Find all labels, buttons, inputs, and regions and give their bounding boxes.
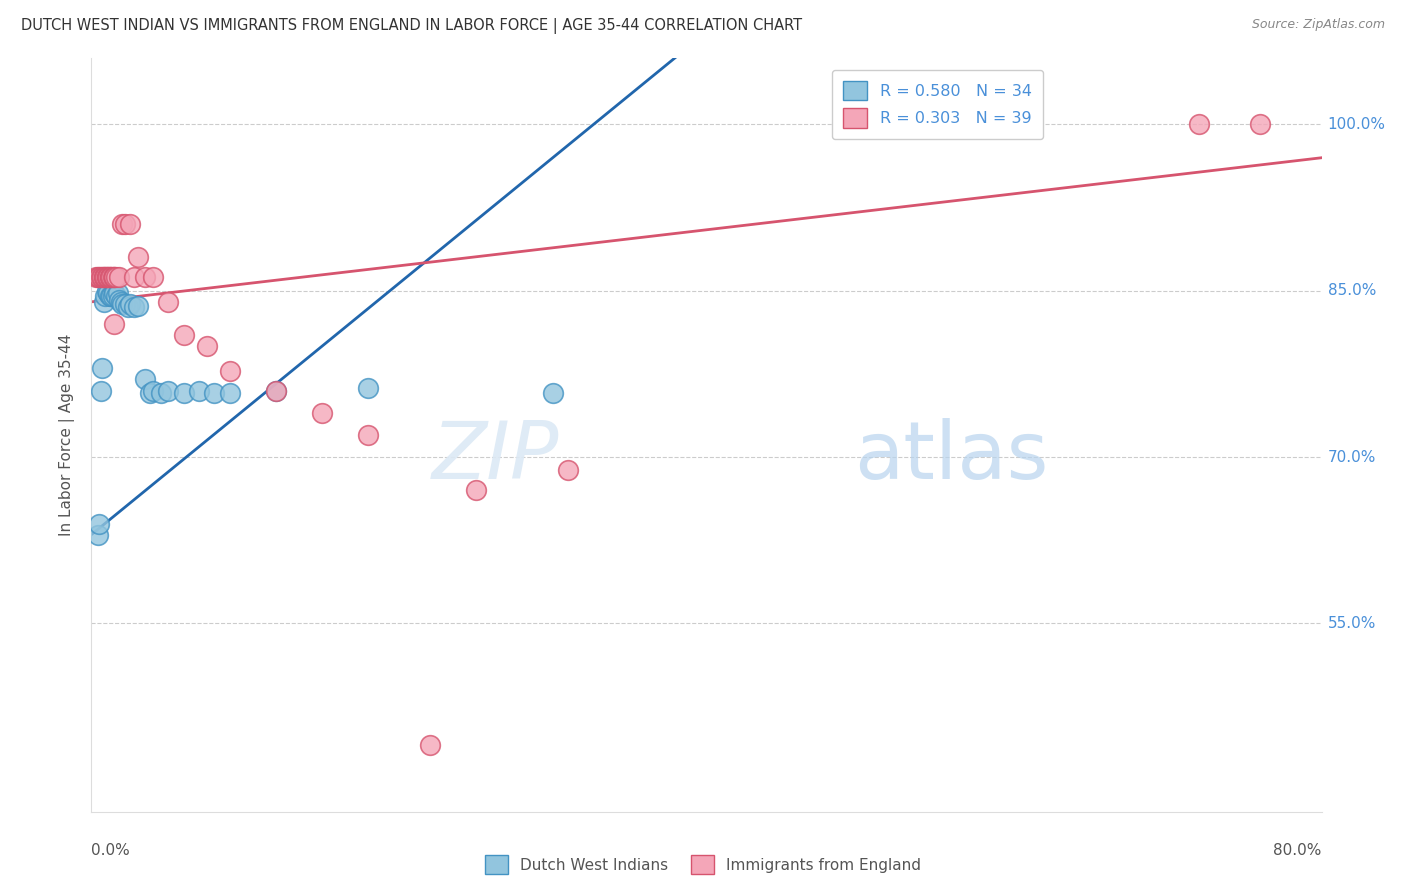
Point [357,381,380,395]
Point [157,384,180,398]
Point [134,372,156,386]
Text: 85.0%: 85.0% [1327,284,1376,298]
Point [202,385,225,400]
Point [311,406,333,420]
Point [264,384,287,398]
Point [111,297,134,311]
Point [93,270,115,285]
Text: 70.0%: 70.0% [1327,450,1376,465]
Text: DUTCH WEST INDIAN VS IMMIGRANTS FROM ENGLAND IN LABOR FORCE | AGE 35-44 CORRELAT: DUTCH WEST INDIAN VS IMMIGRANTS FROM ENG… [21,18,803,34]
Point [173,328,195,343]
Point [97,270,120,285]
Text: 80.0%: 80.0% [1274,843,1322,857]
Point [557,463,579,477]
Point [101,270,124,285]
Point [108,293,131,307]
Point [96,270,118,285]
Point [134,270,156,285]
Point [103,317,125,331]
Point [117,301,139,315]
Point [264,384,287,398]
Point [86,527,108,541]
Point [98,289,121,303]
Point [118,297,141,311]
Point [86,270,108,285]
Point [103,270,125,285]
Point [97,285,120,300]
Legend: R = 0.580   N = 34, R = 0.303   N = 39: R = 0.580 N = 34, R = 0.303 N = 39 [832,70,1043,139]
Text: 100.0%: 100.0% [1327,117,1386,132]
Point [101,289,124,303]
Point [139,385,162,400]
Point [118,217,141,231]
Point [142,270,165,285]
Point [105,289,127,303]
Point [107,285,129,300]
Text: Source: ZipAtlas.com: Source: ZipAtlas.com [1251,18,1385,31]
Point [100,270,122,285]
Text: ZIP: ZIP [432,418,558,497]
Point [98,270,121,285]
Point [96,270,118,285]
Point [98,270,121,285]
Point [357,428,380,442]
Point [93,270,115,285]
Point [87,270,110,285]
Point [218,385,240,400]
Point [188,384,211,398]
Point [103,285,125,300]
Point [218,363,240,377]
Point [105,270,127,285]
Point [114,217,136,231]
Text: atlas: atlas [853,418,1049,497]
Text: 55.0%: 55.0% [1327,615,1376,631]
Point [464,483,486,498]
Point [90,270,112,285]
Point [94,289,117,303]
Point [124,270,146,285]
Point [103,270,125,285]
Point [94,270,117,285]
Point [96,284,118,298]
Text: 0.0%: 0.0% [91,843,131,857]
Point [114,297,136,311]
Y-axis label: In Labor Force | Age 35-44: In Labor Force | Age 35-44 [59,334,76,536]
Point [124,301,146,315]
Point [157,294,180,309]
Point [1187,118,1209,132]
Point [108,270,131,285]
Point [91,270,114,285]
Point [100,289,122,303]
Point [541,385,564,400]
Point [142,384,165,398]
Point [173,385,195,400]
Point [111,217,134,231]
Point [91,361,114,376]
Point [90,384,112,398]
Point [149,385,172,400]
Legend: Dutch West Indians, Immigrants from England: Dutch West Indians, Immigrants from Engl… [478,849,928,880]
Point [419,738,441,752]
Point [127,251,149,265]
Point [127,299,149,313]
Point [84,270,107,285]
Point [93,294,115,309]
Point [87,516,110,531]
Point [195,339,218,353]
Point [110,294,132,309]
Point [1249,118,1271,132]
